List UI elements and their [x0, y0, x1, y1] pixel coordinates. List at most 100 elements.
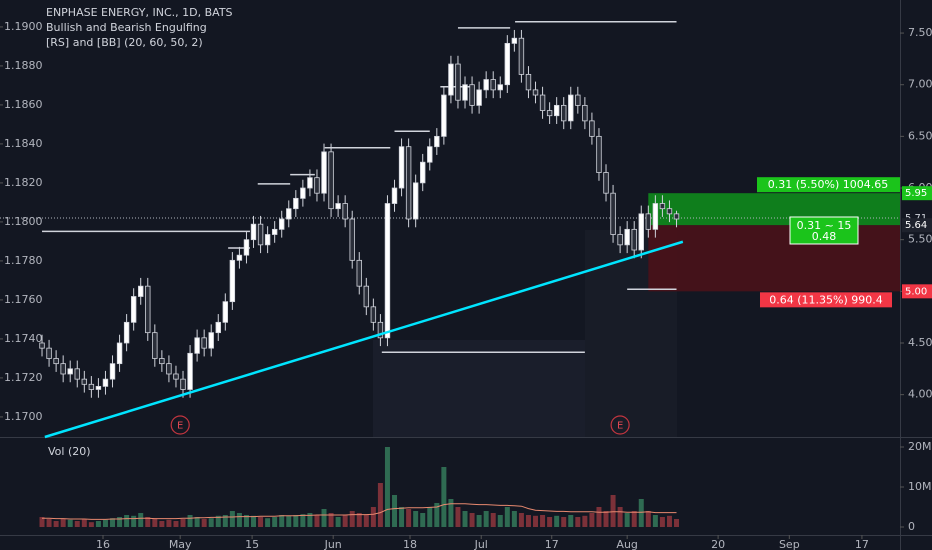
volume-bar [314, 515, 320, 527]
volume-ma [42, 503, 677, 520]
candle-body [74, 368, 80, 380]
candle-body [412, 182, 419, 220]
candle-body [391, 187, 398, 204]
volume-bar [335, 517, 341, 527]
x-tick-label: 17 [545, 538, 559, 550]
candle-body [180, 378, 186, 390]
y2-tick-label: 1.1900 [4, 20, 43, 33]
earnings-label: E [177, 421, 183, 432]
volume-bar [53, 521, 59, 527]
volume-bar [166, 519, 172, 527]
candle-body [582, 104, 588, 122]
price-tag: 5.95 [905, 188, 927, 199]
candle-body [659, 203, 666, 210]
volume-bar [265, 518, 271, 527]
candle-body [116, 342, 123, 365]
candle-body [568, 94, 574, 122]
candle-body [335, 203, 341, 210]
candle-body [215, 321, 221, 334]
earnings-label: E [617, 421, 623, 432]
candle-body [469, 84, 475, 106]
volume-bar [110, 518, 116, 527]
candle-body [201, 337, 207, 349]
candle-body [645, 213, 652, 230]
volume-bar [117, 517, 123, 527]
price-tag: 5.00 [905, 286, 927, 297]
candle-body [109, 363, 116, 380]
candle-body [575, 94, 581, 106]
earnings-marker [170, 415, 190, 435]
candle-body [138, 285, 144, 297]
volume-bar [229, 511, 235, 527]
candle-body [518, 37, 525, 75]
candle-body [441, 94, 447, 137]
x-tick-label: 16 [96, 538, 110, 550]
y-tick-label: 6.50 [908, 129, 932, 142]
volume-bar [497, 515, 503, 527]
y-tick-label: 7.00 [908, 78, 932, 91]
y2-tick-label: 1.1780 [4, 254, 43, 267]
candle-body [363, 285, 370, 308]
volume-bar [349, 511, 355, 527]
volume-bar [251, 515, 257, 527]
y2-tick-label: 1.1880 [4, 59, 43, 72]
candle-body [250, 223, 257, 241]
volume-bar [448, 499, 454, 527]
y2-tick-label: 1.1700 [4, 410, 43, 423]
center-label: 0.31 ~ 15 [797, 219, 852, 232]
candle-body [610, 192, 616, 235]
candle-body [60, 363, 66, 375]
candle-body [194, 337, 200, 354]
volume-bar [441, 467, 447, 527]
candle-body [638, 213, 644, 251]
candle-body [229, 259, 236, 303]
candle-body [159, 358, 165, 365]
candle-body [448, 63, 454, 96]
candle-body [102, 378, 109, 387]
price-tag: 5.64 [905, 220, 927, 231]
y2-tick-label: 1.1740 [4, 332, 43, 345]
x-tick-label: Jul [474, 538, 488, 550]
volume-bar [399, 507, 405, 527]
volume-bar [293, 515, 299, 527]
volume-bar [511, 511, 517, 527]
earnings-marker [610, 415, 630, 435]
candle-body [257, 223, 264, 246]
candle-body [532, 89, 539, 96]
candle-body [293, 197, 299, 210]
stop-label-bg [760, 292, 892, 308]
stop-label: 0.64 (11.35%) 990.4 [769, 293, 883, 306]
volume-bar [328, 513, 334, 527]
candle-body [455, 63, 461, 101]
candle-body [342, 203, 348, 220]
volume-bar [173, 521, 179, 527]
volume-bar [652, 515, 658, 527]
volume-bar [420, 513, 426, 527]
volume-bar [370, 507, 376, 527]
candle-body [603, 172, 609, 194]
y2-tick-label: 1.1840 [4, 137, 43, 150]
candle-body [321, 151, 327, 194]
volume-bar [561, 517, 567, 527]
volume-bar [596, 507, 602, 527]
volume-bar [88, 522, 94, 527]
candle-body [264, 234, 271, 246]
volume-bar [490, 513, 496, 527]
candle-body [279, 218, 285, 230]
candle-body [173, 373, 179, 380]
volume-bar [272, 517, 278, 527]
x-tick-label: Sep [779, 538, 800, 550]
candle-body [166, 363, 172, 375]
candle-body [511, 37, 518, 44]
x-tick-label: 15 [245, 538, 259, 550]
candle-body [243, 239, 250, 256]
candle-body [307, 177, 313, 189]
candle-body [145, 285, 151, 334]
candle-body [356, 259, 362, 287]
candle-body [208, 332, 214, 349]
candle-body [349, 218, 355, 261]
candle-body [539, 94, 546, 111]
candle-body [222, 301, 229, 323]
volume-bar [547, 517, 553, 527]
